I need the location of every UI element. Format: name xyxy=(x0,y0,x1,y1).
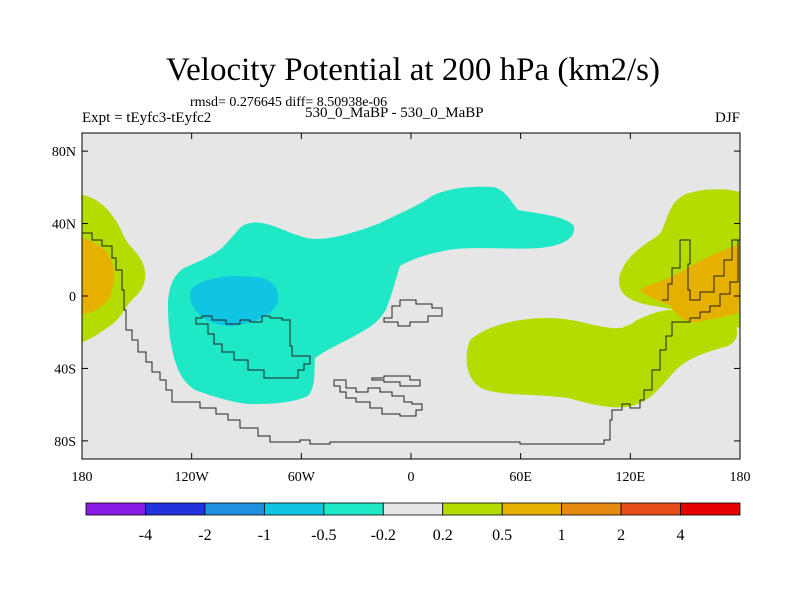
region-indian-ocean-positive xyxy=(466,310,738,408)
colorbar-swatch xyxy=(680,502,741,516)
colorbar-label: -2 xyxy=(198,527,211,544)
colorbar-label: 0.2 xyxy=(433,527,453,544)
y-tick-label: 80S xyxy=(54,435,76,450)
chart-title: Velocity Potential at 200 hPa (km2/s) xyxy=(165,52,661,88)
colorbar-label: -4 xyxy=(139,527,152,544)
colorbar-swatch xyxy=(620,502,681,516)
colorbar-swatch xyxy=(85,502,146,516)
x-tick-label: 60W xyxy=(288,470,316,485)
coastlines xyxy=(82,232,740,445)
y-tick-label: 0 xyxy=(69,290,76,305)
colorbar-label: 0.5 xyxy=(492,527,512,544)
x-tick-label: 120W xyxy=(175,470,210,485)
x-tick-label: 180 xyxy=(730,470,751,485)
region-hole xyxy=(608,310,636,326)
colorbar-swatch xyxy=(263,502,325,516)
colorbar: -4 -2 -1 -0.5 -0.2 0.2 0.5 1 2 4 xyxy=(85,502,741,544)
colorbar-swatch xyxy=(442,502,503,516)
colorbar-label: 4 xyxy=(677,527,685,544)
case-label: 530_0_MaBP - 530_0_MaBP xyxy=(305,105,484,121)
colorbar-swatch xyxy=(561,502,622,516)
y-axis: 80N 40N 0 40S 80S xyxy=(52,145,740,450)
colorbar-label: -0.2 xyxy=(371,527,396,544)
y-tick-label: 40N xyxy=(52,218,76,233)
region-americas-core xyxy=(190,276,279,326)
region-maritime-continent-core xyxy=(640,244,740,323)
region-americas-negative xyxy=(168,186,575,404)
colorbar-swatch xyxy=(204,502,265,516)
experiment-label: Expt = tEyfc3-tEyfc2 xyxy=(82,110,212,126)
colorbar-swatch xyxy=(323,502,384,516)
colorbar-label: -1 xyxy=(258,527,271,544)
colorbar-swatch xyxy=(382,502,444,516)
y-tick-label: 40S xyxy=(54,362,76,377)
colorbar-label: 2 xyxy=(617,527,625,544)
stats-text: rmsd= 0.276645 diff= 8.50938e-06 xyxy=(190,95,388,110)
x-tick-label: 120E xyxy=(616,470,646,485)
colorbar-label: 1 xyxy=(558,527,566,544)
colorbar-swatch xyxy=(501,502,563,516)
x-axis: 180 120W 60W 0 60E 120E 180 xyxy=(72,133,751,485)
season-label: DJF xyxy=(714,110,740,126)
colorbar-label: -0.5 xyxy=(311,527,336,544)
x-tick-label: 60E xyxy=(509,470,532,485)
x-tick-label: 180 xyxy=(72,470,93,485)
x-tick-label: 0 xyxy=(408,470,415,485)
region-west-pacific-core xyxy=(82,238,114,314)
colorbar-swatch xyxy=(145,502,206,516)
y-tick-label: 80N xyxy=(52,145,76,160)
